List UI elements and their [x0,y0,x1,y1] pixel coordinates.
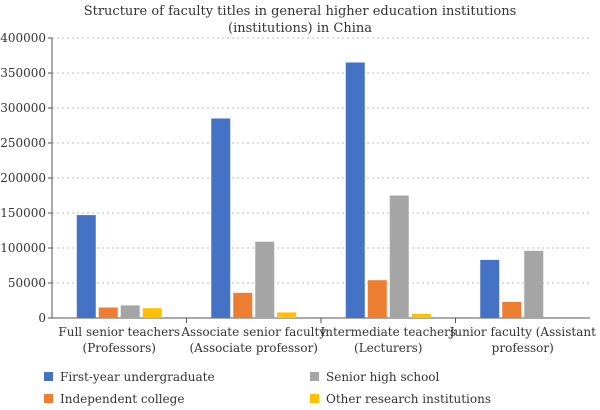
legend-swatch [44,372,53,381]
bar [502,301,522,318]
bar [255,241,275,318]
x-category-label: professor) [492,341,554,355]
bar [211,118,231,318]
y-tick-label: 150000 [0,206,46,220]
legend-label: Senior high school [326,370,440,384]
x-category-label: Associate senior faculty [180,325,326,339]
y-tick-label: 300000 [0,101,46,115]
bar [76,215,96,318]
y-tick-label: 200000 [0,171,46,185]
x-category-label: Intermediate teachers [320,325,456,339]
legend-label: Independent college [60,392,184,406]
x-category-label: (Associate professor) [190,341,318,355]
x-category-label: (Professors) [83,341,156,355]
bars [76,62,544,318]
chart-title-line-1: Structure of faculty titles in general h… [84,4,517,19]
y-tick-label: 400000 [0,31,46,45]
category-labels: Full senior teachers (Professors) Associat… [58,325,596,355]
legend: First-year undergraduate Independent coll… [44,370,491,406]
bar [480,259,500,318]
y-tick-label: 50000 [8,276,46,290]
bar [524,250,544,318]
legend-label: First-year undergraduate [60,370,215,384]
chart-title-line-2: (institutions) in China [228,21,372,36]
bar [389,195,409,318]
x-category-label: Junior faculty (Assistant [448,325,597,339]
x-category-label: Full senior teachers [58,325,180,339]
y-tick-label: 100000 [0,241,46,255]
bar [120,305,140,318]
legend-swatch [44,394,53,403]
bar [367,280,387,318]
y-tick-label: 350000 [0,66,46,80]
bar [142,308,162,318]
axes: 0 50000 100000 150000 200000 250000 300000 3500… [0,31,590,325]
legend-label: Other research institutions [326,392,491,406]
legend-swatch [310,394,319,403]
y-tick-label: 0 [38,311,46,325]
bar [277,312,297,318]
gridlines [52,37,590,284]
legend-swatch [310,372,319,381]
bar [233,292,253,318]
y-tick-label: 250000 [0,136,46,150]
x-category-label: (Lecturers) [354,341,422,355]
bar [98,307,118,318]
bar [411,313,431,318]
bar [345,62,365,318]
